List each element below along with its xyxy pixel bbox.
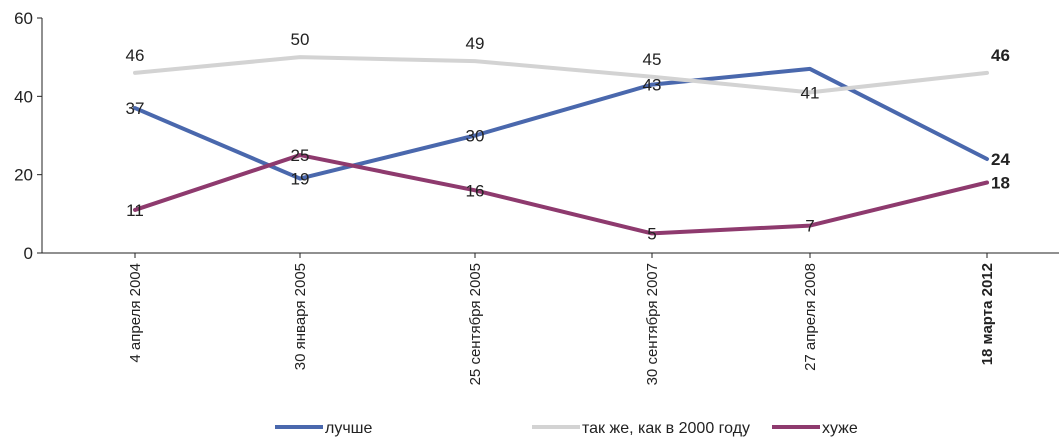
data-label: 46 xyxy=(991,46,1010,65)
x-tick-label: 30 января 2005 xyxy=(292,263,309,370)
data-label: 7 xyxy=(805,217,814,236)
x-tick-label: 18 марта 2012 xyxy=(979,263,996,365)
y-tick-label: 20 xyxy=(14,166,33,185)
y-tick-label: 0 xyxy=(24,244,33,263)
x-tick-label: 30 сентября 2007 xyxy=(644,263,661,385)
x-tick-label: 25 сентября 2005 xyxy=(467,263,484,385)
legend-label: лучше xyxy=(325,420,373,437)
x-tick-label: 4 апреля 2004 xyxy=(127,263,144,363)
chart-axes: 0 20 40 60 4 апреля 2004 30 января 2005 25 сен… xyxy=(14,9,1059,385)
data-label: 49 xyxy=(466,34,485,53)
data-label: 11 xyxy=(126,201,144,220)
x-tick-label: 27 апреля 2008 xyxy=(802,263,819,371)
data-label: 46 xyxy=(126,46,145,65)
data-label: 24 xyxy=(991,150,1010,169)
chart-data-labels: 37 19 30 43 24 46 50 49 45 41 46 11 25 16 5 7 18 xyxy=(126,30,1011,243)
data-label: 19 xyxy=(291,170,310,189)
series-line-3 xyxy=(133,153,989,236)
chart-legend: лучше так же, как в 2000 году хуже xyxy=(275,420,858,437)
data-label: 37 xyxy=(126,99,145,118)
legend-label: так же, как в 2000 году xyxy=(582,420,750,437)
data-label: 16 xyxy=(466,181,485,200)
data-label: 41 xyxy=(801,83,820,102)
data-label: 43 xyxy=(643,76,662,95)
series-line-2 xyxy=(133,55,989,95)
data-label: 5 xyxy=(647,224,656,243)
data-label: 50 xyxy=(291,30,310,49)
data-label: 25 xyxy=(291,146,310,165)
series-line-1 xyxy=(133,66,989,181)
data-label: 18 xyxy=(991,174,1010,193)
y-tick-label: 40 xyxy=(14,87,33,106)
y-tick-label: 60 xyxy=(14,9,33,28)
data-label: 45 xyxy=(643,50,662,69)
chart-series-lines xyxy=(133,55,989,236)
legend-label: хуже xyxy=(822,420,858,437)
data-label: 30 xyxy=(466,127,485,146)
